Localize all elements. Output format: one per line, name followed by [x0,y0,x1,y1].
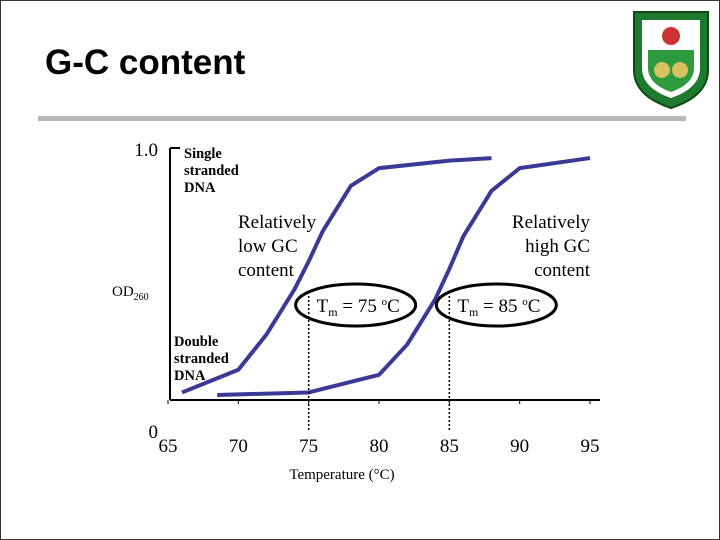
chart: 0 1.0 65 70 75 80 85 90 95 Temperature (°C) OD260 T… [112,140,600,483]
y-tick-label: 1.0 [134,140,158,161]
annotation: high GC [525,236,590,257]
line-series [217,156,591,397]
tm-subscript: m [328,305,338,319]
x-tick-label: 95 [581,436,600,457]
y-axis-label: OD260 [112,284,149,303]
y-label-text: OD [112,284,134,300]
annotation: DNA [174,368,206,384]
tm-superscript: o [382,296,388,308]
tm-text: = 75 [338,296,382,317]
annotation: stranded [174,351,229,367]
divider [38,116,686,121]
y-label-subscript: 260 [134,292,149,303]
tm-subscript: m [469,305,479,319]
annotation: Double [174,334,219,350]
annotation: Relatively [238,212,317,233]
x-axis-label: Temperature (°C) [289,467,394,483]
melting-label: Tm = 85 oC [457,296,540,319]
melting-ellipse [294,282,418,328]
tm-text: = 85 [478,296,522,317]
tm-unit: C [387,296,400,317]
melting-label: Tm = 75 oC [317,296,400,319]
annotation: stranded [184,163,239,179]
x-tick-label: 90 [510,436,529,457]
x-tick-label: 85 [440,436,459,457]
annotation: low GC [238,236,298,257]
tm-unit: C [528,296,541,317]
tm-symbol: T [457,296,469,317]
annotation: Single [184,146,222,162]
tm-superscript: o [522,296,528,308]
annotation: DNA [184,180,216,196]
x-tick-label: 70 [229,436,248,457]
logo [633,11,709,110]
x-tick-label: 65 [159,436,178,457]
annotation: Relatively [512,212,591,233]
x-tick-label: 75 [299,436,318,457]
melting-ellipse [434,282,558,328]
y-tick-label: 0 [149,422,159,443]
annotation: content [238,260,295,281]
annotation: content [534,260,591,281]
line-series [181,156,492,395]
slide-title: G-C content [45,43,246,82]
x-tick-label: 80 [370,436,389,457]
tm-symbol: T [317,296,329,317]
